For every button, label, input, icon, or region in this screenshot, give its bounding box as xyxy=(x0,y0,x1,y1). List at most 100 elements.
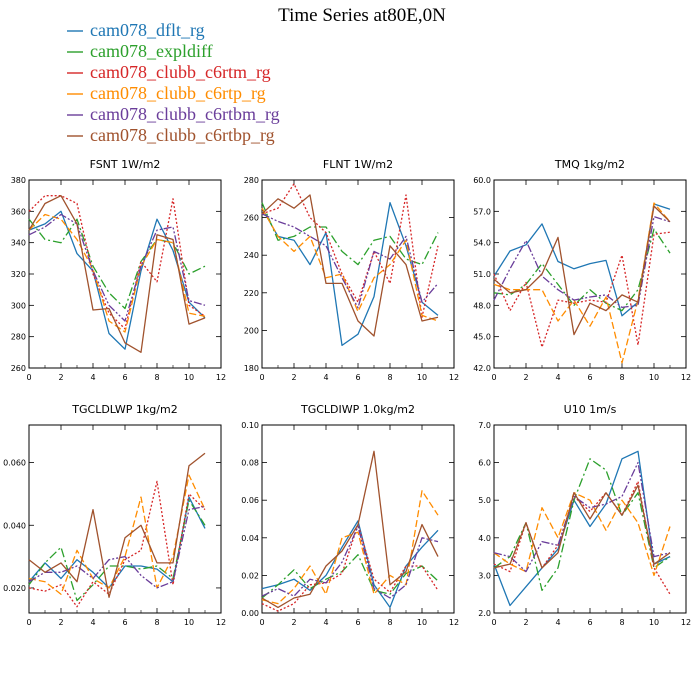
x-tick-label: 0 xyxy=(26,373,31,382)
y-tick-label: 3.0 xyxy=(478,571,491,580)
x-tick-label: 12 xyxy=(449,618,459,627)
chart-panel: TGCLDLWP 1kg/m2 0 2 4 6 8 10 12 0.020 0.040 0.060 xyxy=(3,403,226,627)
x-tick-label: 0 xyxy=(491,373,496,382)
x-tick-label: 4 xyxy=(90,373,95,382)
series-line xyxy=(493,215,671,309)
y-tick-label: 6.0 xyxy=(478,459,491,468)
y-tick-label: 54.0 xyxy=(473,239,491,248)
x-tick-label: 10 xyxy=(417,618,427,627)
x-tick-label: 12 xyxy=(681,373,691,382)
y-tick-label: 42.0 xyxy=(473,364,491,373)
x-tick-label: 2 xyxy=(523,618,528,627)
panel-title: FLNT 1W/m2 xyxy=(323,158,393,171)
plot-frame xyxy=(28,424,222,614)
x-tick-label: 0 xyxy=(259,373,264,382)
y-tick-label: 220 xyxy=(244,289,259,298)
y-tick-label: 0.040 xyxy=(3,521,26,530)
legend-item: cam078_dflt_rg xyxy=(67,20,205,40)
y-tick-label: 180 xyxy=(244,364,259,373)
series-line xyxy=(28,195,206,330)
plot-frame xyxy=(28,179,222,369)
y-tick-label: 2.0 xyxy=(478,609,491,618)
series-line xyxy=(493,202,671,364)
y-tick-label: 0.04 xyxy=(241,534,259,543)
chart-panel: U10 1m/s 0 2 4 6 8 10 12 2.0 3.0 4.0 5.0 6.0 7.0 xyxy=(478,403,691,627)
x-tick-label: 6 xyxy=(122,618,127,627)
x-tick-label: 10 xyxy=(649,618,659,627)
panels: FSNT 1W/m20 2 4 6 8 10 12260280300320340360380… xyxy=(3,158,691,627)
legend: cam078_dflt_rgcam078_expldiffcam078_club… xyxy=(67,20,280,145)
x-tick-label: 6 xyxy=(587,618,592,627)
y-tick-label: 380 xyxy=(11,176,26,185)
y-tick-label: 0.10 xyxy=(241,421,259,430)
x-tick-label: 12 xyxy=(216,618,226,627)
legend-item: cam078_clubb_c6rtbm_rg xyxy=(67,104,280,124)
y-tick-label: 5.0 xyxy=(478,496,491,505)
legend-item: cam078_clubb_c6rtm_rg xyxy=(67,62,271,82)
y-tick-label: 45.0 xyxy=(473,333,491,342)
x-tick-label: 4 xyxy=(555,373,560,382)
series-line xyxy=(493,205,671,336)
series-line xyxy=(261,490,439,605)
y-tick-label: 0.00 xyxy=(241,609,259,618)
series-line xyxy=(261,183,439,318)
y-tick-label: 300 xyxy=(11,301,26,310)
y-tick-label: 60.0 xyxy=(473,176,491,185)
panel-title: TGCLDLWP 1kg/m2 xyxy=(71,403,177,416)
panel-title: TGCLDIWP 1.0kg/m2 xyxy=(300,403,415,416)
legend-label: cam078_dflt_rg xyxy=(90,20,205,40)
x-tick-label: 4 xyxy=(323,618,328,627)
plot-frame xyxy=(261,424,455,614)
series-line xyxy=(493,461,671,573)
y-tick-label: 320 xyxy=(11,270,26,279)
series-line xyxy=(493,228,671,312)
series-line xyxy=(261,450,439,609)
x-tick-label: 0 xyxy=(491,618,496,627)
y-tick-label: 280 xyxy=(244,176,259,185)
legend-label: cam078_clubb_c6rtp_rg xyxy=(90,83,266,103)
y-tick-label: 4.0 xyxy=(478,534,491,543)
legend-item: cam078_clubb_c6rtbp_rg xyxy=(67,125,275,145)
series-line xyxy=(493,458,671,592)
x-tick-label: 2 xyxy=(291,618,296,627)
x-tick-label: 8 xyxy=(387,618,392,627)
panel-title: TMQ 1kg/m2 xyxy=(554,158,625,171)
series-line xyxy=(493,231,671,348)
plot-frame xyxy=(493,179,687,369)
legend-item: cam078_expldiff xyxy=(67,41,213,61)
series-line xyxy=(28,213,206,333)
y-tick-label: 360 xyxy=(11,207,26,216)
x-tick-label: 2 xyxy=(58,618,63,627)
figure-title: Time Series at80E,0N xyxy=(278,5,446,26)
y-tick-label: 0.06 xyxy=(241,496,259,505)
legend-label: cam078_expldiff xyxy=(90,41,213,61)
chart-panel: TGCLDIWP 1.0kg/m2 0 2 4 6 8 10 12 0.00 0.02 0.04 0.… xyxy=(241,403,459,627)
x-tick-label: 8 xyxy=(154,373,159,382)
legend-label: cam078_clubb_c6rtbp_rg xyxy=(90,125,275,145)
series-line xyxy=(261,525,439,599)
x-tick-label: 6 xyxy=(355,618,360,627)
x-tick-label: 12 xyxy=(449,373,459,382)
series-line xyxy=(261,202,439,266)
x-tick-label: 8 xyxy=(619,373,624,382)
x-tick-label: 4 xyxy=(323,373,328,382)
legend-item: cam078_clubb_c6rtp_rg xyxy=(67,83,266,103)
series-line xyxy=(28,213,206,322)
chart-panel: FSNT 1W/m2 0 2 4 6 8 10 12 260 280 300 320 340 360 380 xyxy=(11,158,226,382)
x-tick-label: 8 xyxy=(154,618,159,627)
y-tick-label: 51.0 xyxy=(473,270,491,279)
series-line xyxy=(493,492,671,577)
y-tick-label: 260 xyxy=(11,364,26,373)
x-tick-label: 2 xyxy=(58,373,63,382)
y-tick-label: 0.060 xyxy=(3,459,26,468)
x-tick-label: 12 xyxy=(681,618,691,627)
series-line xyxy=(28,480,206,608)
y-tick-label: 48.0 xyxy=(473,301,491,310)
y-tick-label: 280 xyxy=(11,333,26,342)
series-line xyxy=(261,207,439,322)
x-tick-label: 0 xyxy=(26,618,31,627)
panel-title: U10 1m/s xyxy=(564,403,617,416)
y-tick-label: 260 xyxy=(244,214,259,223)
series-line xyxy=(28,505,206,589)
series-line xyxy=(28,496,206,589)
